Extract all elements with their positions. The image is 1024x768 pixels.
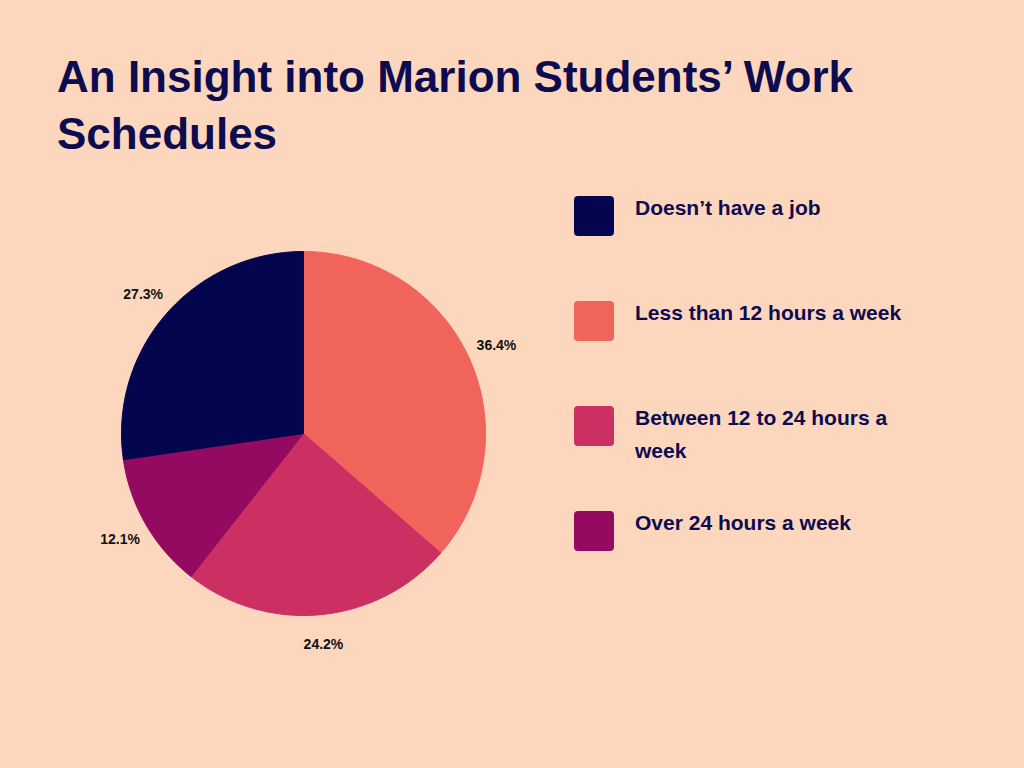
html-text:Doesn’t have a job: Doesn’t have a job xyxy=(635,196,821,219)
html-text:An Insight into Marion Student: An Insight into Marion Students’ Work Sc… xyxy=(57,52,854,159)
svg-text:24.2%: 24.2% xyxy=(304,636,344,652)
svg-text:12.1%: 12.1% xyxy=(100,531,140,547)
html-text:Over 24 hours a week: Over 24 hours a week xyxy=(635,511,851,534)
svg-text:27.3%: 27.3% xyxy=(123,286,163,302)
svg-text:36.4%: 36.4% xyxy=(477,337,517,353)
html-text:Between 12 to 24 hours a week: Between 12 to 24 hours a week xyxy=(635,406,888,462)
html-text:Less than 12 hours a week: Less than 12 hours a week xyxy=(635,301,902,324)
